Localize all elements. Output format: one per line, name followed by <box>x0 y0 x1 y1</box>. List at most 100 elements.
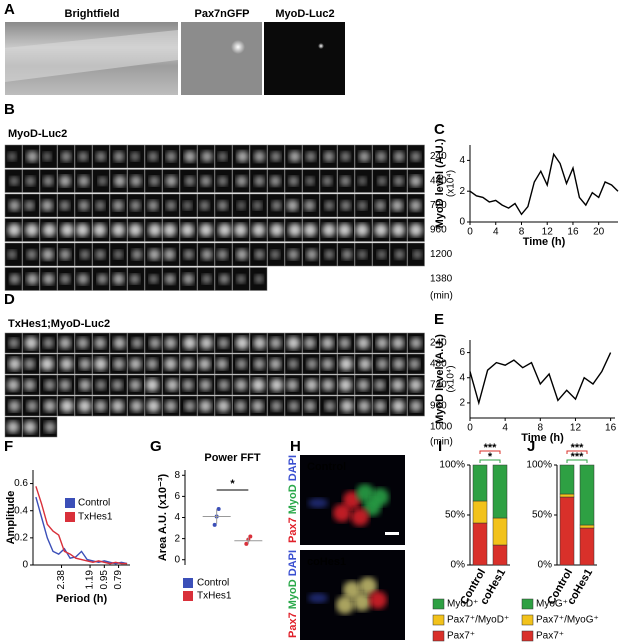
cell-signal <box>41 199 53 212</box>
cell-signal <box>374 400 386 412</box>
cell-signal <box>43 400 56 412</box>
cell-signal <box>324 400 335 412</box>
cell-signal <box>78 200 90 211</box>
cell-signal <box>78 151 88 162</box>
tile-grid <box>4 144 425 438</box>
data-line <box>469 352 612 406</box>
cell-signal <box>95 249 106 260</box>
panel-letter: F <box>4 438 13 455</box>
image-label: Brightfield <box>65 8 120 20</box>
cell-signal <box>44 379 55 391</box>
luc-image <box>264 22 345 95</box>
bar-segment <box>559 496 575 566</box>
stain-name: Pax7 <box>287 612 299 638</box>
cell-signal <box>112 379 123 391</box>
cell-signal <box>409 378 422 392</box>
cell-signal <box>376 151 387 162</box>
stain-name: DAPI <box>287 455 299 481</box>
panel-title: TxHes1;MyoD-Luc2 <box>8 318 110 330</box>
cell-signal <box>75 223 90 237</box>
cell-signal <box>44 421 56 433</box>
x-tick-label: 0.79 <box>113 570 124 590</box>
x-tick-label: 0.95 <box>99 570 110 590</box>
cell-signal <box>184 150 196 163</box>
cell-signal <box>166 200 176 211</box>
cell-signal <box>199 200 210 211</box>
cell-signal <box>166 151 177 162</box>
bar-segment <box>492 544 508 566</box>
dapi <box>308 593 328 603</box>
significance-label: *** <box>484 442 498 454</box>
cell-signal <box>93 223 107 237</box>
y-axis-unit: (x10⁴) <box>446 170 457 197</box>
data-point <box>244 541 249 546</box>
cell-signal <box>288 176 299 186</box>
bar-segment <box>559 464 575 495</box>
cell-signal <box>6 420 20 434</box>
x-tick-label: 0 <box>467 423 473 434</box>
legend-swatch <box>432 630 445 642</box>
y-tick-label: 0 <box>22 560 28 571</box>
cell-signal <box>339 357 353 371</box>
cell-signal <box>26 400 38 412</box>
y-tick-label: 0% <box>538 560 553 571</box>
y-axis-label: Area A.U. (x10⁻³) <box>157 474 169 562</box>
cell-signal <box>286 379 299 391</box>
cell-signal <box>78 399 92 413</box>
cell-signal <box>146 399 160 413</box>
bar-segment <box>472 500 488 524</box>
cell-signal <box>164 337 177 349</box>
y-tick-label: 4 <box>459 155 465 166</box>
scale-bar <box>385 532 399 535</box>
cell-signal <box>254 274 264 284</box>
cell-signal <box>8 357 22 371</box>
cell-signal <box>8 338 19 348</box>
cell-signal <box>410 337 422 349</box>
cell-signal <box>219 273 230 285</box>
cell-signal <box>218 152 228 161</box>
legend-swatch <box>65 498 75 508</box>
cell-signal <box>253 150 265 163</box>
cell-signal <box>322 223 336 237</box>
cell-signal <box>340 200 351 211</box>
cell-signal <box>129 379 141 391</box>
x-tick-label: 4 <box>502 423 508 434</box>
cell-signal <box>165 400 177 412</box>
cell-signal <box>304 200 315 211</box>
legend-label: Control <box>197 578 229 589</box>
cell-signal <box>340 151 351 162</box>
cell-signal <box>24 336 38 350</box>
stain-label: Pax7 MyoD DAPI <box>287 550 299 638</box>
x-tick-label: 8 <box>519 227 525 238</box>
cell-signal <box>25 223 39 237</box>
data-point <box>212 522 217 527</box>
row-label: 480 <box>430 176 447 187</box>
bar-segment <box>579 524 595 529</box>
legend-label: TxHes1 <box>197 591 232 602</box>
significance-bracket <box>479 450 501 454</box>
cell-signal <box>288 400 299 412</box>
significance-bracket <box>566 459 588 463</box>
cell-signal <box>377 176 387 186</box>
cell-signal <box>218 379 230 391</box>
y-tick-label: 2 <box>174 533 180 544</box>
cell-signal <box>288 223 302 237</box>
x-axis-label: Period (h) <box>56 593 108 605</box>
cell-signal <box>183 201 192 210</box>
cell-signal <box>393 176 404 186</box>
legend-swatch <box>432 598 445 610</box>
cell-signal <box>304 337 316 349</box>
stain-name: MyoD <box>287 579 299 609</box>
cell-signal <box>184 400 196 412</box>
cell-signal <box>269 358 282 370</box>
cell-signal <box>202 274 212 284</box>
cell-signal <box>340 176 351 186</box>
x-axis-label: Time (h) <box>521 432 564 444</box>
cell-signal <box>149 337 161 349</box>
cell-signal <box>271 400 282 412</box>
cell-signal <box>391 199 404 212</box>
cell-signal <box>236 274 246 284</box>
cell-signal <box>270 378 284 392</box>
bar-segment <box>559 493 575 498</box>
cell-signal <box>113 336 126 350</box>
